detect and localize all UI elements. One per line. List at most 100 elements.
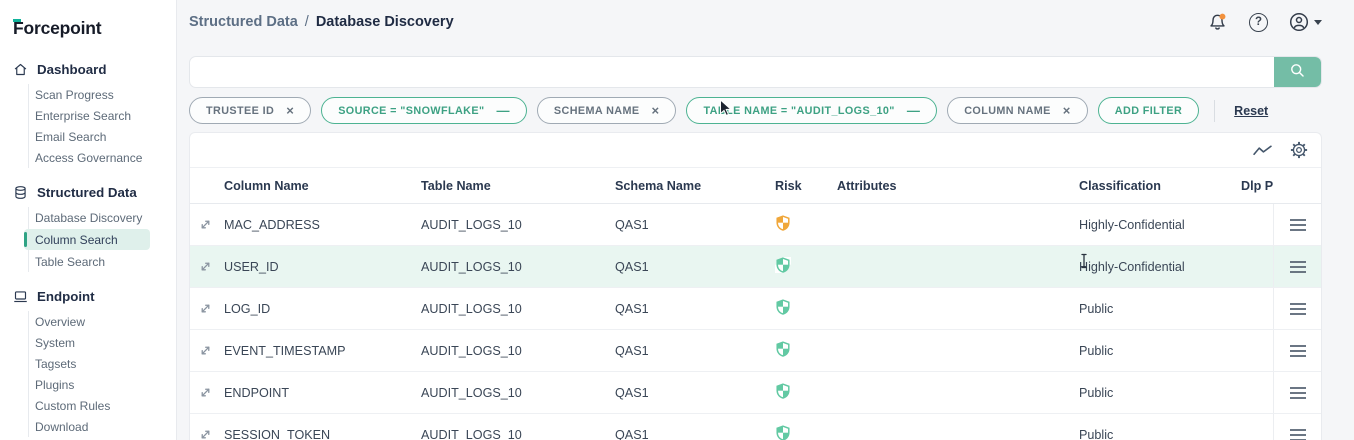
sidebar-item-label: Dashboard <box>37 62 107 77</box>
table-row: ENDPOINT AUDIT_LOGS_10 QAS1 Public <box>190 372 1321 414</box>
table-row: EVENT_TIMESTAMP AUDIT_LOGS_10 QAS1 Publi… <box>190 330 1321 372</box>
filter-chip-trustee-id[interactable]: TRUSTEE ID × <box>189 97 312 124</box>
cell-classification: Public <box>1079 301 1114 316</box>
sidebar-item-label: Endpoint <box>37 289 95 304</box>
cell-table-name: AUDIT_LOGS_10 <box>421 259 522 274</box>
chevron-down-icon <box>1314 19 1322 25</box>
sidebar: Forcepoint Dashboard Scan Progress Enter… <box>0 0 177 440</box>
row-menu-icon[interactable] <box>1289 428 1307 440</box>
column-header-classification: Classification <box>1079 178 1161 193</box>
table-toolbar <box>190 133 1321 168</box>
cell-classification: Highly-Confidential <box>1079 259 1185 274</box>
reset-filters-link[interactable]: Reset <box>1234 103 1269 118</box>
laptop-icon <box>12 289 28 304</box>
collapse-filter-icon[interactable]: — <box>496 103 510 118</box>
collapse-filter-icon[interactable]: — <box>906 103 921 118</box>
cell-schema-name: QAS1 <box>615 217 649 232</box>
cell-schema-name: QAS1 <box>615 427 649 440</box>
forcepoint-logo[interactable]: Forcepoint <box>0 16 176 45</box>
row-menu-icon[interactable] <box>1289 302 1307 316</box>
account-icon[interactable] <box>1289 12 1322 32</box>
remove-filter-icon[interactable]: × <box>651 103 660 118</box>
column-header-attributes: Attributes <box>837 178 897 193</box>
sidebar-item-access-governance[interactable]: Access Governance <box>35 150 143 165</box>
cell-classification: Public <box>1079 385 1114 400</box>
sidebar-item-endpoint[interactable]: Endpoint <box>0 283 176 310</box>
chip-label: TABLE NAME = "AUDIT_LOGS_10" <box>703 104 895 117</box>
row-menu-icon[interactable] <box>1289 260 1307 274</box>
search-button[interactable] <box>1274 57 1321 87</box>
filter-chip-column-name[interactable]: COLUMN NAME × <box>947 97 1088 124</box>
cell-column-name: EVENT_TIMESTAMP <box>224 343 346 358</box>
filter-chip-table-name[interactable]: TABLE NAME = "AUDIT_LOGS_10" — <box>686 97 938 124</box>
row-menu-icon[interactable] <box>1289 386 1307 400</box>
expand-row-icon[interactable] <box>198 427 213 440</box>
cell-table-name: AUDIT_LOGS_10 <box>421 217 522 232</box>
search-icon <box>1289 62 1306 82</box>
sidebar-item-custom-rules[interactable]: Custom Rules <box>35 398 111 413</box>
cell-table-name: AUDIT_LOGS_10 <box>421 385 522 400</box>
risk-shield-icon <box>775 425 791 440</box>
bell-icon[interactable] <box>1207 12 1228 33</box>
risk-shield-icon <box>775 341 791 357</box>
expand-row-icon[interactable] <box>198 217 213 232</box>
cell-column-name: USER_ID <box>224 259 279 274</box>
sidebar-item-dashboard[interactable]: Dashboard <box>0 56 176 83</box>
row-menu-icon[interactable] <box>1289 218 1307 232</box>
sidebar-item-database-discovery[interactable]: Database Discovery <box>35 210 143 225</box>
cell-column-name: MAC_ADDRESS <box>224 217 320 232</box>
remove-filter-icon[interactable]: × <box>286 103 295 118</box>
filter-chip-schema-name[interactable]: SCHEMA NAME × <box>536 97 677 124</box>
breadcrumb-parent[interactable]: Structured Data <box>189 14 298 30</box>
cell-column-name: LOG_ID <box>224 301 271 316</box>
sidebar-item-plugins[interactable]: Plugins <box>35 377 75 392</box>
breadcrumb-separator: / <box>304 14 309 30</box>
table-row: SESSION_TOKEN AUDIT_LOGS_10 QAS1 Public <box>190 414 1321 440</box>
row-menu-icon[interactable] <box>1289 344 1307 358</box>
sidebar-item-column-search[interactable]: Column Search <box>24 229 150 250</box>
search-bar <box>189 56 1322 88</box>
sidebar-item-label: Structured Data <box>37 185 137 200</box>
chip-label: TRUSTEE ID <box>206 104 275 117</box>
sidebar-item-structured-data[interactable]: Structured Data <box>0 179 176 206</box>
chip-label: SCHEMA NAME <box>553 104 640 117</box>
sidebar-item-system[interactable]: System <box>35 335 76 350</box>
column-header-table-name: Table Name <box>421 178 491 193</box>
table-row: USER_ID AUDIT_LOGS_10 QAS1 Highly-Confid… <box>190 246 1321 288</box>
sidebar-item-download[interactable]: Download <box>35 419 89 434</box>
expand-row-icon[interactable] <box>198 343 213 358</box>
chip-label: COLUMN NAME <box>964 104 1051 117</box>
expand-row-icon[interactable] <box>198 385 213 400</box>
add-filter-button[interactable]: ADD FILTER <box>1097 97 1200 124</box>
sidebar-item-tagsets[interactable]: Tagsets <box>35 356 77 371</box>
home-icon <box>12 62 28 77</box>
sidebar-item-enterprise-search[interactable]: Enterprise Search <box>35 108 132 123</box>
risk-shield-icon <box>775 257 791 273</box>
expand-row-icon[interactable] <box>198 301 213 316</box>
remove-filter-icon[interactable]: × <box>1062 103 1071 118</box>
sidebar-item-scan-progress[interactable]: Scan Progress <box>35 87 114 102</box>
header-actions: ? <box>1207 12 1322 33</box>
table-row: LOG_ID AUDIT_LOGS_10 QAS1 Public <box>190 288 1321 330</box>
sidebar-item-table-search[interactable]: Table Search <box>35 254 106 269</box>
chip-label: ADD FILTER <box>1114 104 1183 117</box>
filter-chips-row: TRUSTEE ID × SOURCE = "SNOWFLAKE" — SCHE… <box>189 97 1322 124</box>
search-input[interactable] <box>190 57 1274 87</box>
table-row: MAC_ADDRESS AUDIT_LOGS_10 QAS1 Highly-Co… <box>190 204 1321 246</box>
risk-shield-icon <box>775 383 791 399</box>
structured-data-subnav: Database Discovery Column Search Table S… <box>24 207 176 272</box>
sidebar-item-email-search[interactable]: Email Search <box>35 129 107 144</box>
chip-label: SOURCE = "SNOWFLAKE" <box>338 104 485 117</box>
column-header-risk: Risk <box>775 178 802 193</box>
sidebar-item-overview[interactable]: Overview <box>35 314 86 329</box>
cell-classification: Highly-Confidential <box>1079 217 1185 232</box>
filter-chip-source[interactable]: SOURCE = "SNOWFLAKE" — <box>321 97 527 124</box>
cell-classification: Public <box>1079 427 1114 440</box>
help-icon[interactable]: ? <box>1249 12 1268 32</box>
expand-row-icon[interactable] <box>198 259 213 274</box>
line-chart-icon[interactable] <box>1252 143 1273 158</box>
column-header-dlp: Dlp P <box>1241 178 1273 193</box>
logo-text: Forcepoint <box>13 18 102 38</box>
gear-icon[interactable] <box>1290 141 1308 159</box>
